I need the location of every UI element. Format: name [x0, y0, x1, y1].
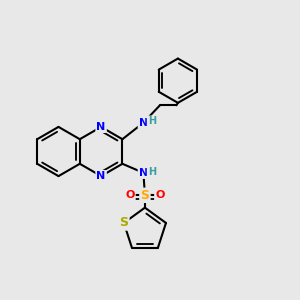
- Text: H: H: [148, 167, 156, 177]
- Text: N: N: [97, 171, 106, 181]
- Text: N: N: [139, 118, 148, 128]
- Text: H: H: [148, 116, 156, 127]
- Text: N: N: [97, 122, 106, 132]
- Text: O: O: [125, 190, 135, 200]
- Text: S: S: [140, 189, 149, 202]
- Text: S: S: [119, 217, 128, 230]
- Text: O: O: [155, 190, 165, 200]
- Text: N: N: [139, 168, 148, 178]
